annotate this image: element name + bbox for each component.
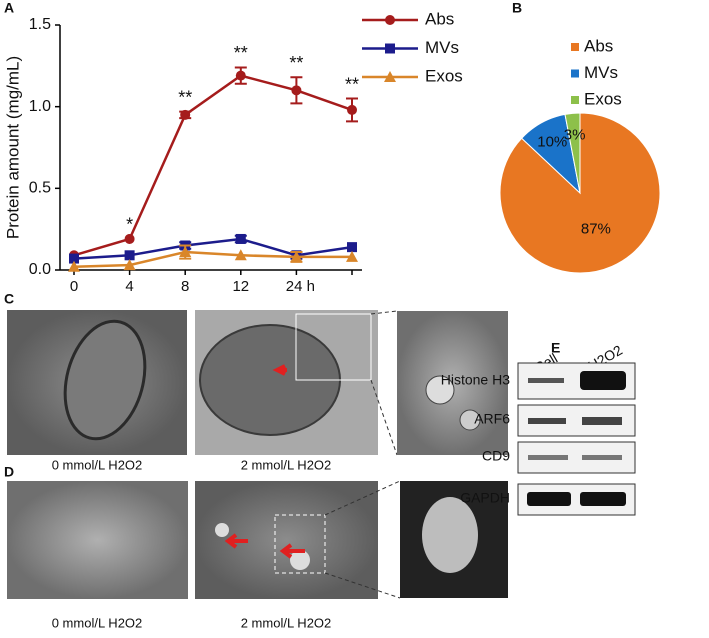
y-tick-label: 0.5: [29, 180, 51, 197]
significance: **: [234, 43, 248, 63]
marker: [291, 85, 302, 96]
panel-label: E: [551, 340, 560, 356]
panel-label: A: [4, 0, 14, 16]
legend-label: Abs: [425, 9, 454, 28]
slice-label: 87%: [581, 221, 611, 238]
x-tick-label: 8: [181, 278, 189, 295]
panel-label: D: [4, 464, 14, 480]
zoom-box: [295, 313, 372, 381]
band: [580, 371, 626, 390]
significance: **: [178, 87, 192, 107]
marker: [68, 260, 80, 272]
marker: [69, 253, 79, 264]
band: [527, 492, 571, 506]
legend-swatch: [571, 43, 579, 51]
panel-label: B: [512, 0, 522, 16]
band: [580, 492, 626, 506]
series-line: [73, 250, 352, 268]
y-tick-label: 0.0: [29, 261, 51, 278]
caption: 0 mmol/L H2O2: [52, 615, 143, 630]
series-line: [73, 74, 353, 257]
arrow: [279, 543, 305, 559]
image-detail: [459, 409, 481, 431]
marker: [124, 250, 135, 261]
marker: [180, 109, 191, 120]
legend-marker: [385, 15, 395, 25]
x-tick-label: 4: [125, 278, 133, 295]
arrow: [272, 364, 287, 376]
legend-label: Abs: [584, 36, 613, 55]
zoom-line: [370, 310, 398, 315]
western-blot: Cell H2O2 Histone H3 ARF6 CD9 GAPDH: [441, 342, 636, 516]
caption: 2 mmol/L H2O2: [241, 615, 332, 630]
row-label: CD9: [482, 448, 510, 464]
marker: [290, 250, 303, 262]
pie-slice: [564, 112, 581, 194]
image: [195, 481, 378, 599]
marker: [234, 249, 247, 261]
legend-swatch: [571, 96, 579, 104]
image-detail: [425, 375, 455, 405]
marker: [347, 104, 357, 115]
series-line: [73, 237, 353, 260]
marker: [347, 242, 357, 253]
legend-marker: [384, 71, 396, 82]
y-tick-label: 1.5: [29, 16, 51, 33]
band: [528, 418, 566, 424]
image: [7, 481, 188, 599]
band: [528, 378, 564, 383]
marker: [235, 233, 246, 244]
sem-images: 0 mmol/L H2O2 2 mmol/L H2O2: [7, 480, 508, 630]
significance: *: [126, 215, 133, 235]
marker: [123, 259, 136, 271]
x-tick-label: 24 h: [286, 278, 315, 295]
significance: **: [289, 53, 303, 73]
image-detail: [63, 319, 147, 441]
band: [582, 417, 622, 425]
image-detail: [215, 523, 229, 537]
zoom-line: [370, 379, 398, 456]
x-tick-label: 0: [70, 278, 78, 295]
row-label: Histone H3: [441, 372, 510, 388]
zoom-box: [274, 514, 326, 574]
band: [528, 455, 568, 460]
caption: 0 mmol/L H2O2: [52, 457, 143, 472]
arrow: [224, 533, 248, 549]
slice-label: 10%: [537, 133, 567, 150]
significance: **: [345, 74, 359, 94]
row-label: ARF6: [474, 411, 510, 427]
legend-label: MVs: [584, 63, 618, 82]
band: [582, 455, 622, 460]
y-tick-label: 1.0: [29, 98, 51, 115]
row-label: GAPDH: [460, 490, 510, 506]
caption: 2 mmol/L H2O2: [241, 457, 332, 472]
legend-swatch: [571, 69, 579, 78]
legend-label: Exos: [425, 66, 463, 85]
marker: [124, 233, 135, 244]
x-tick-label: 12: [232, 278, 249, 295]
legend-label: Exos: [584, 89, 622, 108]
tem-images: 0 mmol/L H2O2 2 mmol/L H2O2: [7, 310, 508, 472]
panel-label: C: [4, 291, 14, 307]
image-detail: [422, 497, 478, 573]
legend-label: MVs: [425, 38, 459, 57]
legend-marker: [385, 43, 395, 54]
marker: [346, 250, 358, 262]
marker: [235, 70, 246, 81]
image-detail: [290, 550, 310, 570]
slice-label: 3%: [564, 127, 586, 144]
y-axis-label: Protein amount (mg/mL): [3, 56, 22, 239]
zoom-line: [324, 572, 401, 599]
marker: [179, 246, 192, 258]
